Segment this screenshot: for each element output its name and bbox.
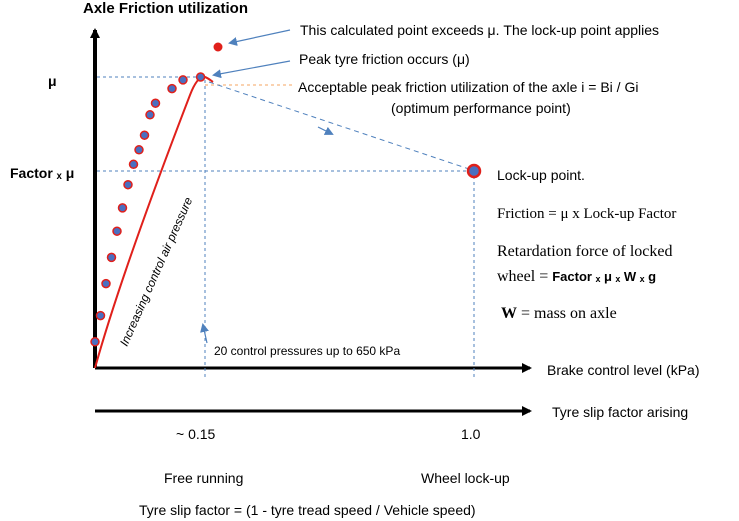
exceed-arrow xyxy=(228,29,291,46)
control-pressure-marker xyxy=(145,110,155,120)
peak-to-lockup-line xyxy=(208,81,470,170)
peak-annotation: Peak tyre friction occurs (μ) xyxy=(299,51,470,67)
friction-curve xyxy=(94,75,214,369)
control-pressure-marker xyxy=(106,252,117,263)
control-pressure-arrow xyxy=(200,323,209,344)
slip-axis-label: Tyre slip factor arising xyxy=(552,404,688,420)
curve-label: Increasing control air pressure xyxy=(117,195,196,348)
control-pressure-marker xyxy=(167,83,177,94)
y-tick-mu: μ xyxy=(48,73,57,89)
y-tick-factor-mu: Factor ₓ μ xyxy=(10,165,74,181)
control-pressure-marker xyxy=(178,75,188,85)
control-pressures-annotation: 20 control pressures up to 650 kPa xyxy=(214,344,400,358)
friction-formula: Friction = μ x Lock-up Factor xyxy=(497,206,676,222)
control-pressure-marker xyxy=(139,130,150,140)
slip-tick-peak: ~ 0.15 xyxy=(176,426,216,442)
peak-arrow xyxy=(212,60,291,79)
retardation-formula-line2: wheel = Factor ₓ μ ₓ W ₓ g xyxy=(497,268,656,285)
w-definition: W = mass on axle xyxy=(501,305,617,322)
lockup-point xyxy=(466,163,482,179)
retardation-prefix: wheel = xyxy=(497,268,552,285)
exceed-annotation: This calculated point exceeds μ. The loc… xyxy=(300,22,659,38)
slope-arrow xyxy=(317,126,334,135)
acceptable-annotation-line1: Acceptable peak friction utilization of … xyxy=(298,79,638,95)
control-pressure-marker xyxy=(90,337,100,347)
retardation-formula-line1: Retardation force of locked xyxy=(497,243,672,260)
footer-formula: Tyre slip factor = (1 - tyre tread speed… xyxy=(139,502,476,518)
control-pressure-marker xyxy=(150,98,161,108)
control-pressure-marker xyxy=(128,159,139,170)
slip-tick-lockup: 1.0 xyxy=(461,426,481,442)
x-axis-label: Brake control level (kPa) xyxy=(547,362,700,378)
control-pressure-marker xyxy=(95,310,106,321)
chart-title: Axle Friction utilization xyxy=(83,0,248,17)
region-free-running: Free running xyxy=(164,470,243,486)
retardation-bold: Factor ₓ μ ₓ W ₓ g xyxy=(552,269,656,284)
control-pressure-marker xyxy=(195,72,206,82)
exceed-point xyxy=(213,42,223,52)
control-pressure-marker xyxy=(101,278,111,289)
w-symbol: W xyxy=(501,305,517,322)
control-pressure-marker xyxy=(123,179,133,190)
region-wheel-lockup: Wheel lock-up xyxy=(421,470,510,486)
w-description: = mass on axle xyxy=(517,305,617,322)
lockup-annotation: Lock-up point. xyxy=(497,167,585,183)
control-pressure-markers xyxy=(90,72,206,347)
acceptable-annotation-line2: (optimum performance point) xyxy=(391,100,571,116)
control-pressure-marker xyxy=(134,145,144,155)
control-pressure-marker xyxy=(112,226,122,236)
control-pressure-marker xyxy=(117,203,128,213)
